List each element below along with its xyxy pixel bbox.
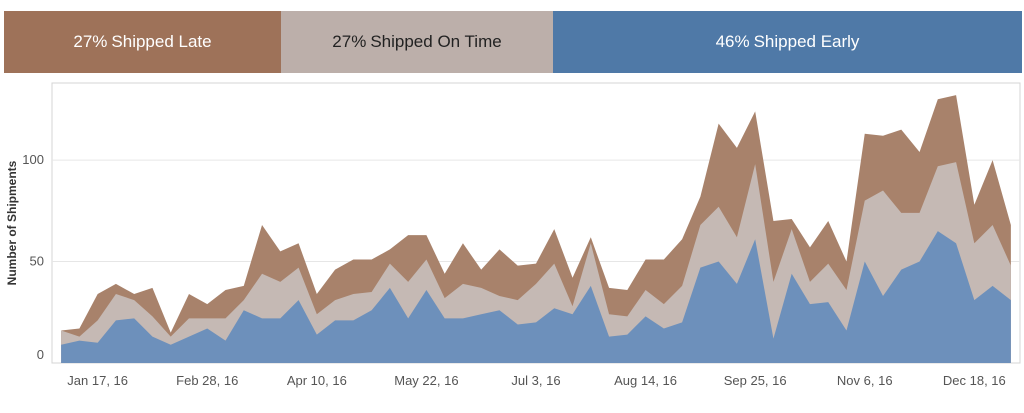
kpi-ontime-percent: 27% (332, 32, 367, 51)
x-tick-label: Jan 17, 16 (67, 373, 128, 388)
y-tick-label: 50 (30, 254, 44, 269)
y-axis-title: Number of Shipments (5, 160, 19, 285)
kpi-early-label: Shipped Early (753, 32, 860, 51)
x-tick-label: Feb 28, 16 (176, 373, 238, 388)
x-tick-label: Dec 18, 16 (943, 373, 1006, 388)
area-shipped-early[interactable] (61, 231, 1011, 363)
x-tick-label: Jul 3, 16 (511, 373, 560, 388)
kpi-early-percent: 46% (715, 32, 750, 51)
x-tick-label: Aug 14, 16 (614, 373, 677, 388)
x-axis: Jan 17, 16 Feb 28, 16 Apr 10, 16 May 22, 16… (67, 373, 1005, 388)
kpi-shipped-early[interactable]: 46% Shipped Early (553, 11, 1022, 73)
y-tick-label: 100 (22, 152, 44, 167)
kpi-shipped-on-time[interactable]: 27% Shipped On Time (281, 11, 553, 73)
shipments-area-chart: 0 50 100 Jan 17, 16 Feb 28, 16 Apr 10, 16 May… (5, 82, 1021, 388)
kpi-late-label: Shipped Late (111, 32, 212, 51)
x-tick-label: Sep 25, 16 (724, 373, 787, 388)
area-series (61, 95, 1011, 364)
kpi-shipped-late[interactable]: 27% Shipped Late (4, 11, 281, 73)
kpi-ontime-label: Shipped On Time (370, 32, 502, 51)
x-tick-label: Apr 10, 16 (287, 373, 347, 388)
kpi-bar: 27% Shipped Late 27% Shipped On Time 46%… (4, 11, 1022, 73)
x-tick-label: Nov 6, 16 (837, 373, 893, 388)
y-tick-label: 0 (37, 347, 44, 362)
kpi-late-percent: 27% (73, 32, 108, 51)
y-axis: 0 50 100 (22, 152, 44, 362)
x-tick-label: May 22, 16 (394, 373, 458, 388)
